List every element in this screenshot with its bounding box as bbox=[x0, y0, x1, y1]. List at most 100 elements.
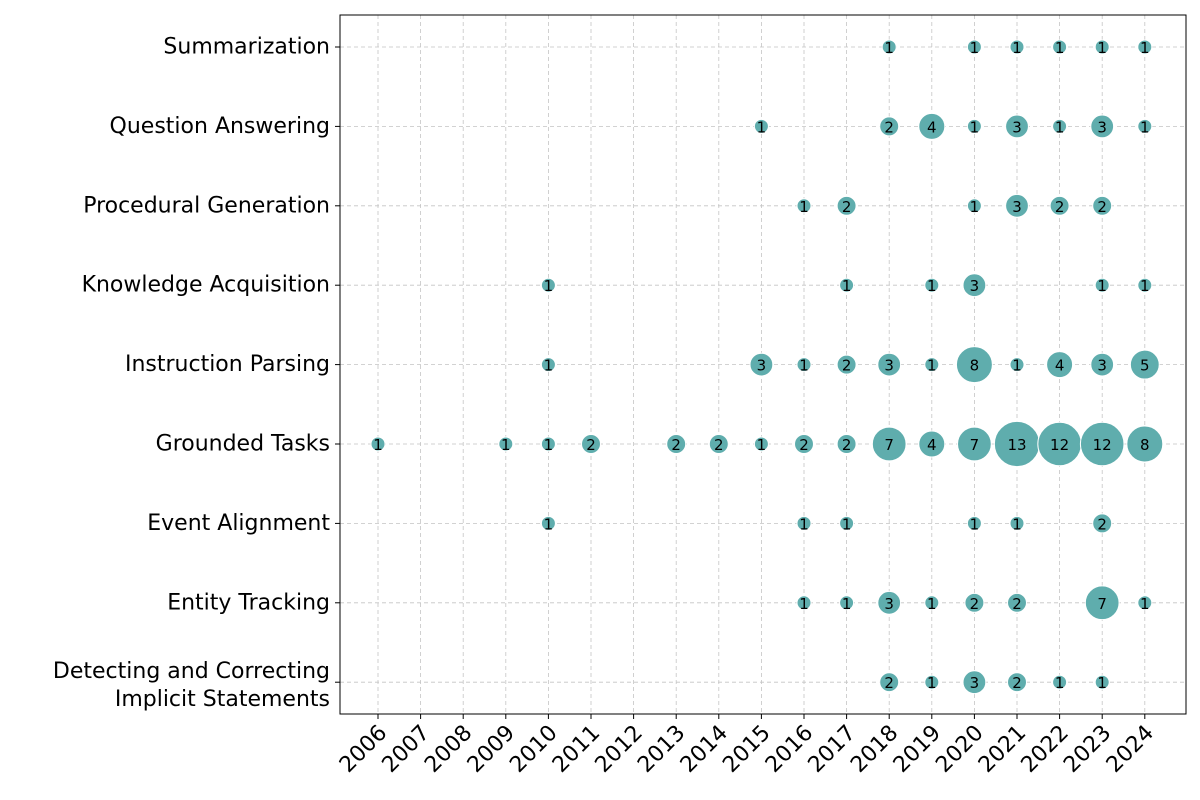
bubble-label: 1 bbox=[927, 277, 937, 295]
bubble bbox=[1084, 585, 1120, 621]
bubble bbox=[498, 436, 514, 452]
bubble bbox=[1007, 592, 1027, 613]
bubble bbox=[924, 357, 940, 373]
bubble-label: 1 bbox=[501, 436, 511, 454]
x-tick-label: 2010 bbox=[505, 721, 562, 778]
bubble-label: 3 bbox=[757, 357, 767, 375]
bubble bbox=[881, 39, 897, 55]
bubble-label: 1 bbox=[544, 436, 554, 454]
bubble-label: 1 bbox=[544, 277, 554, 295]
bubble bbox=[924, 595, 940, 611]
bubble bbox=[1052, 674, 1068, 690]
y-tick-label: Summarization bbox=[163, 35, 330, 60]
x-tick-label: 2013 bbox=[633, 721, 690, 778]
bubble bbox=[1046, 351, 1074, 379]
bubble-label: 1 bbox=[544, 357, 554, 375]
x-tick-label: 2015 bbox=[718, 721, 775, 778]
bubble-label: 1 bbox=[1012, 39, 1022, 57]
bubble-label: 2 bbox=[1055, 198, 1065, 216]
y-tick-label: Instruction Parsing bbox=[125, 352, 330, 377]
y-tick-label: Question Answering bbox=[110, 114, 330, 139]
bubble-label: 2 bbox=[884, 674, 894, 692]
bubble-label: 3 bbox=[884, 595, 894, 613]
bubble bbox=[540, 515, 556, 531]
bubble-label: 1 bbox=[799, 595, 809, 613]
bubble-label: 3 bbox=[970, 277, 980, 295]
bubble-label: 12 bbox=[1050, 436, 1069, 454]
bubble-label: 2 bbox=[799, 436, 809, 454]
bubble-label: 5 bbox=[1140, 357, 1150, 375]
bubble-label: 1 bbox=[1055, 674, 1065, 692]
bubble-label: 1 bbox=[373, 436, 383, 454]
bubble-label: 1 bbox=[799, 198, 809, 216]
bubble-label: 1 bbox=[1012, 515, 1022, 533]
bubble bbox=[796, 515, 812, 531]
y-tick-label: Knowledge Acquisition bbox=[82, 273, 330, 298]
bubble-label: 1 bbox=[799, 357, 809, 375]
bubble bbox=[836, 354, 857, 375]
bubble-label: 1 bbox=[884, 39, 894, 57]
x-tick-label: 2006 bbox=[335, 721, 392, 778]
bubble-label: 1 bbox=[1055, 118, 1065, 136]
bubble bbox=[879, 116, 900, 137]
bubble-label: 1 bbox=[799, 515, 809, 533]
x-tick-label: 2012 bbox=[591, 721, 648, 778]
bubble-label: 2 bbox=[1012, 674, 1022, 692]
bubble bbox=[1092, 513, 1113, 534]
bubble-label: 2 bbox=[842, 436, 852, 454]
x-tick-label: 2008 bbox=[420, 721, 477, 778]
x-tick-label: 2022 bbox=[1017, 721, 1074, 778]
x-tick-label: 2024 bbox=[1102, 721, 1159, 778]
bubble bbox=[966, 515, 982, 531]
x-tick-label: 2018 bbox=[846, 721, 903, 778]
bubble-label: 1 bbox=[757, 118, 767, 136]
bubble bbox=[1049, 195, 1070, 216]
bubble-label: 1 bbox=[1097, 39, 1107, 57]
y-tick-label-line: Detecting and Correcting bbox=[53, 659, 330, 684]
bubble bbox=[1079, 421, 1125, 467]
bubble bbox=[794, 434, 814, 454]
bubble bbox=[1005, 193, 1029, 218]
bubble bbox=[753, 118, 769, 134]
bubble bbox=[1126, 425, 1164, 463]
bubble bbox=[1090, 352, 1115, 377]
y-tick-label: Entity Tracking bbox=[167, 590, 330, 615]
bubble-label: 7 bbox=[1097, 595, 1107, 613]
bubble bbox=[877, 352, 902, 377]
bubble bbox=[839, 515, 855, 531]
x-tick-label: 2016 bbox=[761, 721, 818, 778]
bubble-label: 2 bbox=[586, 436, 596, 454]
bubble bbox=[1092, 195, 1113, 216]
bubble-label: 1 bbox=[1055, 39, 1065, 57]
bubble-label: 2 bbox=[1012, 595, 1022, 613]
bubble-label: 1 bbox=[927, 674, 937, 692]
bubble-label: 1 bbox=[927, 357, 937, 375]
bubble bbox=[839, 595, 855, 611]
bubble-label: 13 bbox=[1007, 436, 1026, 454]
bubble-label: 3 bbox=[1012, 198, 1022, 216]
bubble bbox=[1009, 515, 1025, 531]
bubble-label: 1 bbox=[1140, 39, 1150, 57]
bubble-label: 2 bbox=[1097, 198, 1107, 216]
bubble-label: 1 bbox=[1140, 277, 1150, 295]
bubble-label: 1 bbox=[927, 595, 937, 613]
bubble bbox=[796, 595, 812, 611]
bubble bbox=[1094, 39, 1110, 55]
x-tick-label: 2014 bbox=[676, 721, 733, 778]
bubble-label: 4 bbox=[927, 118, 937, 136]
bubble bbox=[581, 434, 601, 454]
bubble-label: 2 bbox=[970, 595, 980, 613]
bubble bbox=[966, 118, 982, 134]
bubble-label: 2 bbox=[842, 357, 852, 375]
bubble bbox=[1090, 114, 1115, 139]
y-tick-label-line: Implicit Statements bbox=[115, 687, 330, 712]
bubble bbox=[918, 112, 946, 140]
bubble bbox=[1009, 357, 1025, 373]
bubble-label: 2 bbox=[671, 436, 681, 454]
bubble bbox=[1137, 277, 1153, 293]
bubble-label: 1 bbox=[842, 595, 852, 613]
bubble bbox=[1137, 118, 1153, 134]
bubble bbox=[1052, 39, 1068, 55]
bubble-label: 2 bbox=[714, 436, 724, 454]
